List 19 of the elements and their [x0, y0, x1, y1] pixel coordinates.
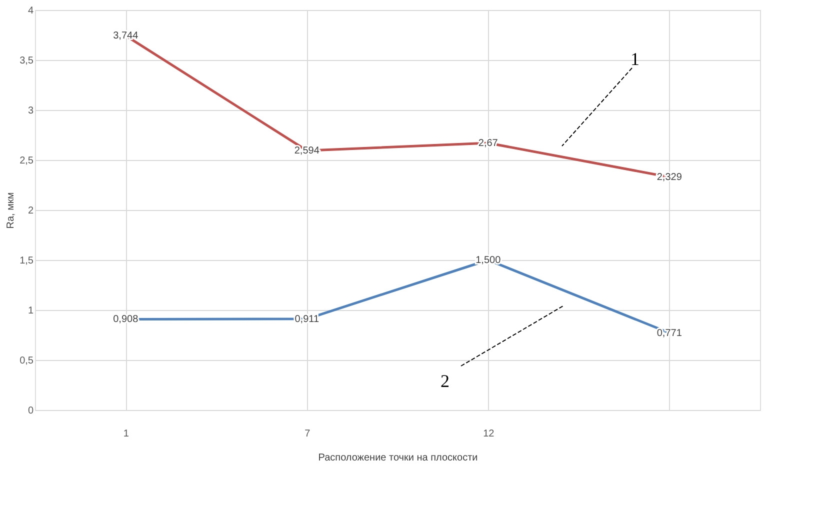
y-tick-label: 0: [28, 406, 34, 416]
x-tick-label: 1: [123, 428, 130, 440]
x-tick-label: 7: [304, 428, 311, 440]
data-label: 0,908: [113, 314, 139, 326]
y-tick-label: 0,5: [20, 356, 34, 366]
y-tick-label: 4: [28, 6, 34, 16]
y-axis-title: Ra, мкм: [6, 192, 17, 229]
y-tick-label: 1: [28, 306, 34, 316]
x-axis-title: Расположение точки на плоскости: [318, 452, 478, 464]
y-tick-label: 3: [28, 106, 34, 116]
x-tick-label: 12: [483, 428, 495, 440]
y-tick-label: 2: [28, 206, 34, 216]
y-tick-label: 1,5: [20, 256, 34, 266]
data-label: 2,329: [656, 172, 682, 184]
annotation: 1: [630, 49, 640, 69]
y-tick-label: 3,5: [20, 56, 34, 66]
data-label: 0,771: [656, 328, 682, 339]
y-tick-label: 2,5: [20, 156, 34, 166]
annotation: 2: [440, 371, 450, 391]
